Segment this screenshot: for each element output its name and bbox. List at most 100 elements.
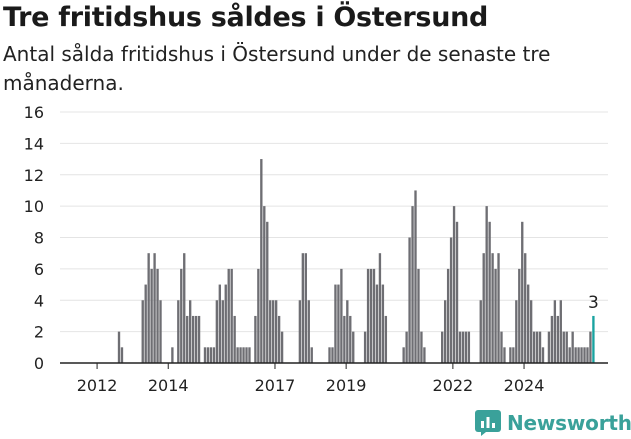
bar (366, 268, 370, 363)
bar (527, 284, 530, 363)
bar (236, 347, 239, 363)
bar (553, 300, 557, 363)
bar (494, 268, 497, 363)
bar (186, 315, 189, 363)
bar (455, 221, 459, 363)
y-tick-label: 14 (24, 134, 44, 153)
bar (479, 300, 482, 363)
y-tick-label: 12 (24, 166, 44, 185)
bar (343, 315, 346, 363)
bar (153, 253, 156, 363)
bar (571, 331, 574, 363)
bar (458, 331, 462, 363)
y-tick-label: 6 (34, 260, 44, 279)
y-tick-label: 16 (24, 103, 44, 122)
bar (452, 206, 456, 363)
bar (242, 347, 245, 363)
bar-latest (592, 315, 595, 363)
bar (352, 331, 355, 363)
bar (515, 300, 518, 363)
bar (260, 159, 263, 363)
x-tick-label: 2017 (255, 376, 296, 395)
bar (577, 347, 580, 363)
bar (574, 347, 577, 363)
bar (485, 206, 488, 363)
bar-chart: 3 0 2 4 6 8 10 12 14 16 2012 2014 2017 2019 2022 2024 (24, 103, 608, 395)
bar (521, 221, 524, 363)
bar (518, 268, 521, 363)
y-tick-label: 10 (24, 197, 44, 216)
chart-subtitle: Antal sålda fritidshus i Östersund under… (3, 42, 551, 95)
bar (177, 300, 180, 363)
bar (212, 347, 216, 363)
bar (375, 284, 379, 363)
bar (248, 347, 251, 363)
bar (443, 300, 447, 363)
bar (203, 347, 207, 363)
bar (464, 331, 468, 363)
bar (183, 253, 186, 363)
bar (408, 237, 411, 363)
bar (230, 268, 233, 363)
bar (488, 221, 491, 363)
bar (565, 331, 568, 363)
x-tick-label: 2022 (433, 376, 474, 395)
bar (159, 300, 162, 363)
bar (372, 268, 376, 363)
bar (583, 347, 586, 363)
bar (120, 347, 124, 363)
brand-name: Newsworthy (507, 411, 631, 435)
bar (441, 331, 444, 363)
bar (349, 315, 352, 363)
bar (277, 315, 281, 363)
bar (346, 300, 349, 363)
bar (512, 347, 515, 363)
bar (188, 300, 192, 363)
bar (562, 331, 565, 363)
bar (239, 347, 242, 363)
bar (269, 300, 272, 363)
bar (337, 284, 340, 363)
bar (532, 331, 536, 363)
bar (206, 347, 210, 363)
bar (482, 253, 485, 363)
bar (156, 268, 159, 363)
bar (500, 331, 503, 363)
bar (197, 315, 201, 363)
bar (272, 300, 275, 363)
bar (384, 315, 388, 363)
bar (420, 331, 423, 363)
bar (194, 315, 198, 363)
y-tick-label: 8 (34, 229, 44, 248)
bar (280, 331, 284, 363)
y-tick-label: 4 (34, 291, 44, 310)
bar (446, 268, 450, 363)
bar (227, 268, 230, 363)
bar (497, 253, 500, 363)
bar (245, 347, 248, 363)
bar (524, 253, 527, 363)
bar (215, 300, 219, 363)
bar (298, 300, 302, 363)
bar (547, 331, 551, 363)
bar (340, 268, 343, 363)
bar (301, 253, 305, 363)
bar (150, 268, 153, 363)
bar (266, 221, 269, 363)
bar (224, 284, 227, 363)
bar (328, 347, 331, 363)
bar (254, 315, 257, 363)
bar (538, 331, 542, 363)
bar (378, 253, 382, 363)
newsworthy-logo-icon (475, 410, 501, 436)
newsworthy-brand: Newsworthy (475, 408, 631, 438)
bar (310, 347, 313, 363)
chart-title: Tre fritidshus såldes i Östersund (3, 2, 489, 33)
bar (402, 347, 405, 363)
bar (117, 331, 121, 363)
bar (405, 331, 408, 363)
bar (559, 300, 562, 363)
bar (171, 347, 174, 363)
bar (580, 347, 583, 363)
bar (541, 347, 545, 363)
